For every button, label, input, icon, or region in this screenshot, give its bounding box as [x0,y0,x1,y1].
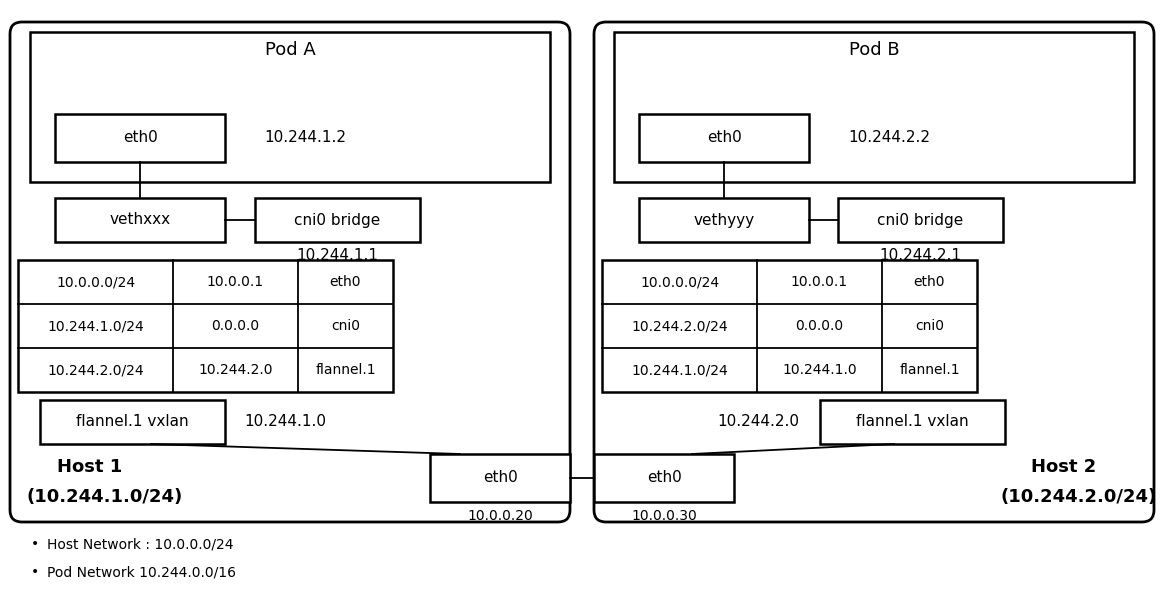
Text: 10.0.0.0/24: 10.0.0.0/24 [640,275,719,289]
Text: vethxxx: vethxxx [109,212,171,228]
Bar [819,400,1005,444]
Bar [613,32,1134,182]
Text: eth0: eth0 [647,471,681,485]
Text: 10.244.1.0/24: 10.244.1.0/24 [631,363,728,377]
Bar [255,198,420,242]
Text: 10.0.0.1: 10.0.0.1 [207,275,264,289]
Bar [602,260,977,392]
Text: 10.244.1.0: 10.244.1.0 [782,363,857,377]
Text: flannel.1 vxlan: flannel.1 vxlan [76,414,189,430]
Text: 10.244.2.0: 10.244.2.0 [198,363,272,377]
Text: 10.244.2.0/24: 10.244.2.0/24 [48,363,144,377]
Text: 10.0.0.20: 10.0.0.20 [467,509,533,523]
Text: Host 1: Host 1 [57,458,122,476]
Text: •: • [31,537,40,551]
Text: flannel.1: flannel.1 [315,363,376,377]
Text: cni0: cni0 [915,319,944,333]
Bar [55,114,225,162]
Text: 0.0.0.0: 0.0.0.0 [795,319,844,333]
Bar [55,198,225,242]
Text: Host Network : 10.0.0.0/24: Host Network : 10.0.0.0/24 [47,537,234,551]
Text: Pod Network 10.244.0.0/16: Pod Network 10.244.0.0/16 [47,565,236,579]
Text: 10.0.0.0/24: 10.0.0.0/24 [56,275,135,289]
Text: cni0 bridge: cni0 bridge [294,212,381,228]
Text: flannel.1: flannel.1 [899,363,960,377]
Text: 10.244.2.2: 10.244.2.2 [849,130,930,146]
Bar [430,454,570,502]
Text: (10.244.2.0/24): (10.244.2.0/24) [1001,488,1157,506]
FancyBboxPatch shape [10,22,570,522]
FancyBboxPatch shape [594,22,1154,522]
Bar [639,114,809,162]
Text: 10.244.1.0/24: 10.244.1.0/24 [47,319,144,333]
Bar [838,198,1003,242]
Text: 10.244.2.0: 10.244.2.0 [717,414,799,430]
Bar [40,400,225,444]
Text: (10.244.1.0/24): (10.244.1.0/24) [27,488,183,506]
Text: flannel.1 vxlan: flannel.1 vxlan [857,414,968,430]
Text: Host 2: Host 2 [1031,458,1096,476]
Text: eth0: eth0 [914,275,945,289]
Text: eth0: eth0 [122,130,157,146]
Text: eth0: eth0 [483,471,517,485]
Text: 10.244.2.1: 10.244.2.1 [880,248,961,264]
Bar [639,198,809,242]
Text: 10.244.1.0: 10.244.1.0 [244,414,326,430]
Text: vethyyy: vethyyy [694,212,754,228]
Text: eth0: eth0 [707,130,741,146]
Text: 10.0.0.30: 10.0.0.30 [631,509,697,523]
Text: eth0: eth0 [329,275,361,289]
Text: 10.244.1.2: 10.244.1.2 [264,130,346,146]
Text: 10.0.0.1: 10.0.0.1 [790,275,849,289]
Text: 0.0.0.0: 0.0.0.0 [212,319,260,333]
Bar [17,260,393,392]
Text: cni0: cni0 [331,319,360,333]
Text: cni0 bridge: cni0 bridge [878,212,964,228]
Text: Pod B: Pod B [849,41,900,59]
Text: •: • [31,565,40,579]
Text: 10.244.2.0/24: 10.244.2.0/24 [631,319,728,333]
Text: Pod A: Pod A [264,41,315,59]
Text: 10.244.1.1: 10.244.1.1 [297,248,378,264]
Bar [30,32,551,182]
Bar [594,454,734,502]
